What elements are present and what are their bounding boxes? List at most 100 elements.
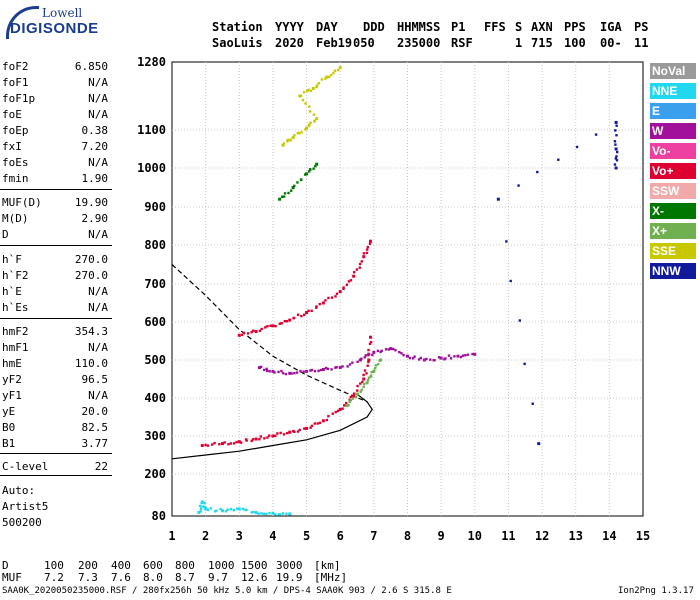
data-point-fill	[615, 159, 619, 162]
data-point-fill	[282, 142, 286, 145]
param-h-es: h`Es N/A	[0, 301, 110, 318]
data-point-vo-	[254, 330, 258, 333]
data-point-fill	[286, 138, 289, 142]
data-point-nnw	[614, 147, 618, 151]
data-point-fill	[266, 325, 269, 328]
data-point-fill	[309, 89, 313, 93]
data-point-fill	[293, 371, 296, 375]
data-point-fill	[246, 332, 250, 335]
data-point-fill	[365, 251, 369, 255]
data-point-fill	[281, 371, 285, 375]
data-point-fill	[398, 350, 401, 354]
data-point-fill	[232, 508, 236, 512]
x-tick-label: 1	[168, 529, 175, 543]
data-point-nne	[197, 511, 201, 514]
y-tick-label: 200	[144, 467, 166, 481]
data-point-fill	[334, 410, 337, 414]
distance-row-value: 3000	[276, 559, 303, 572]
param-separator	[0, 189, 112, 190]
data-point-fill	[315, 306, 318, 309]
param-muf-d-: MUF(D) 19.90	[0, 196, 110, 213]
data-point-fill	[329, 73, 333, 77]
data-point-fill	[240, 333, 244, 337]
param-separator	[0, 318, 112, 319]
muf-row-value: 8.0	[143, 571, 163, 584]
data-point-fill	[356, 384, 359, 388]
data-point-fill	[304, 102, 307, 105]
param-separator	[0, 245, 112, 246]
data-point-fill	[362, 373, 365, 377]
data-point-fill	[260, 512, 263, 515]
data-point-fill	[285, 320, 289, 323]
header-val-5: RSF	[451, 36, 473, 50]
data-point-fill	[394, 349, 397, 352]
y-tick-label: 800	[144, 238, 166, 252]
data-point-fill	[360, 260, 363, 263]
data-point-fill	[411, 357, 415, 360]
data-point-nne	[254, 511, 258, 514]
data-point-fill	[391, 347, 395, 351]
data-point-vo-	[368, 239, 372, 243]
data-point-vo-	[362, 377, 366, 381]
data-point-fill	[241, 507, 245, 511]
y-tick-label: 700	[144, 277, 166, 291]
data-point-fill	[296, 430, 300, 433]
data-point-fill	[219, 507, 222, 511]
footer-right: Ion2Png 1.3.17	[618, 586, 694, 596]
data-point-fill	[279, 431, 282, 435]
data-point-fill	[302, 370, 305, 373]
param-d: D N/A	[0, 228, 110, 245]
data-point-fill	[614, 157, 618, 160]
param-value: 96.5	[81, 373, 109, 386]
data-point-fill	[218, 442, 221, 446]
data-point-w	[271, 369, 275, 373]
data-point-fill	[367, 360, 370, 364]
param-value: 19.90	[74, 196, 108, 209]
data-point-fill	[334, 295, 337, 298]
header-val-4: 235000	[397, 36, 441, 50]
data-point-w	[406, 354, 409, 358]
data-point-fill	[302, 91, 306, 94]
data-point-fill	[437, 356, 441, 359]
data-point-fill	[295, 371, 299, 374]
data-point-fill	[461, 354, 465, 357]
data-point-fill	[259, 365, 263, 369]
data-point-fill	[317, 369, 320, 373]
param-fxi: fxI 7.20	[0, 140, 110, 157]
footer-left: SAA0K_2020050235000.RSF / 280fx256h 50 k…	[2, 586, 452, 596]
data-point-fill	[359, 390, 362, 393]
header-col-9: PPS	[564, 20, 586, 34]
data-point-fill	[363, 356, 366, 359]
data-point-fill	[509, 279, 512, 283]
y-tick-label: 900	[144, 200, 166, 214]
data-point-fill	[505, 240, 508, 243]
param-b0: B0 82.5	[0, 421, 110, 438]
data-point-fill	[309, 121, 312, 124]
data-point-fill	[300, 131, 303, 134]
data-point-vo-	[288, 318, 292, 322]
muf-row-value: 12.6	[241, 571, 268, 584]
data-point-fill	[224, 510, 228, 513]
data-point-nne	[271, 511, 275, 515]
distance-row-value: 100	[44, 559, 64, 572]
data-point-fill	[213, 441, 216, 445]
param-value: N/A	[88, 76, 108, 89]
data-point-vo-	[271, 434, 275, 438]
param-value: N/A	[88, 92, 108, 105]
data-point-fill	[345, 283, 349, 286]
data-point-fill	[259, 435, 263, 438]
legend-x-: X-	[650, 203, 696, 219]
data-point-fill	[251, 329, 255, 332]
data-point-vo-	[368, 335, 372, 339]
data-point-fill	[367, 348, 370, 352]
x-tick-label: 14	[602, 529, 616, 543]
x-tick-label: 7	[370, 529, 377, 543]
data-point-fill	[464, 354, 467, 357]
data-point-x-	[345, 404, 349, 408]
param-c-level: C-level 22	[0, 460, 110, 477]
data-point-fill	[594, 133, 598, 136]
data-point-fill	[223, 441, 226, 444]
header-col-7: S	[515, 20, 523, 34]
data-point-w	[456, 354, 460, 358]
